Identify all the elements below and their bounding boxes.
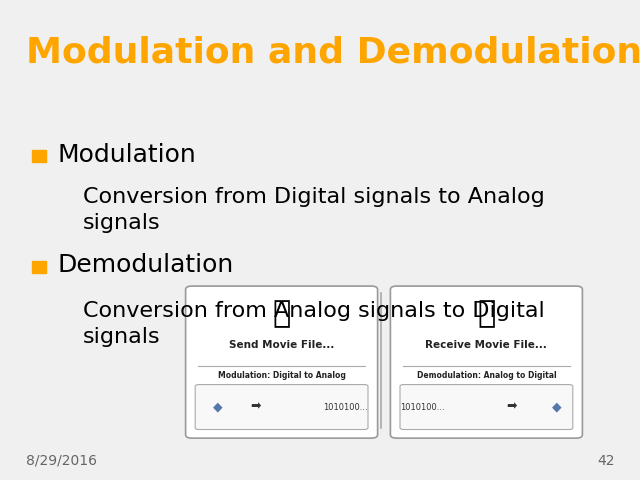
Text: Modulation: Modulation	[58, 143, 196, 167]
Bar	[32, 150, 46, 162]
Text: 1010100...: 1010100...	[323, 403, 368, 411]
Text: Conversion from Digital signals to Analog
signals: Conversion from Digital signals to Analo…	[83, 187, 545, 233]
Bar	[32, 261, 46, 273]
Text: Modulation and Demodulation: Modulation and Demodulation	[26, 36, 640, 70]
Text: ◆: ◆	[552, 400, 562, 414]
Text: Demodulation: Demodulation	[58, 253, 234, 277]
FancyBboxPatch shape	[195, 384, 368, 430]
Text: Modulation: Digital to Analog: Modulation: Digital to Analog	[218, 372, 346, 381]
Text: Send Movie File...: Send Movie File...	[229, 340, 334, 350]
FancyBboxPatch shape	[390, 286, 582, 438]
Text: 🖥: 🖥	[273, 299, 291, 328]
Text: ➡: ➡	[507, 400, 517, 414]
Text: ◆: ◆	[212, 400, 223, 414]
Text: ➡: ➡	[251, 400, 261, 414]
Text: 1010100...: 1010100...	[400, 403, 445, 411]
Text: 8/29/2016: 8/29/2016	[26, 454, 97, 468]
Text: Demodulation: Analog to Digital: Demodulation: Analog to Digital	[417, 372, 556, 381]
FancyBboxPatch shape	[186, 286, 378, 438]
Text: Receive Movie File...: Receive Movie File...	[426, 340, 547, 350]
FancyBboxPatch shape	[400, 384, 573, 430]
Text: 42: 42	[597, 454, 614, 468]
Text: 🖥: 🖥	[477, 299, 495, 328]
Text: Conversion from Analog signals to Digital
signals: Conversion from Analog signals to Digita…	[83, 301, 545, 348]
